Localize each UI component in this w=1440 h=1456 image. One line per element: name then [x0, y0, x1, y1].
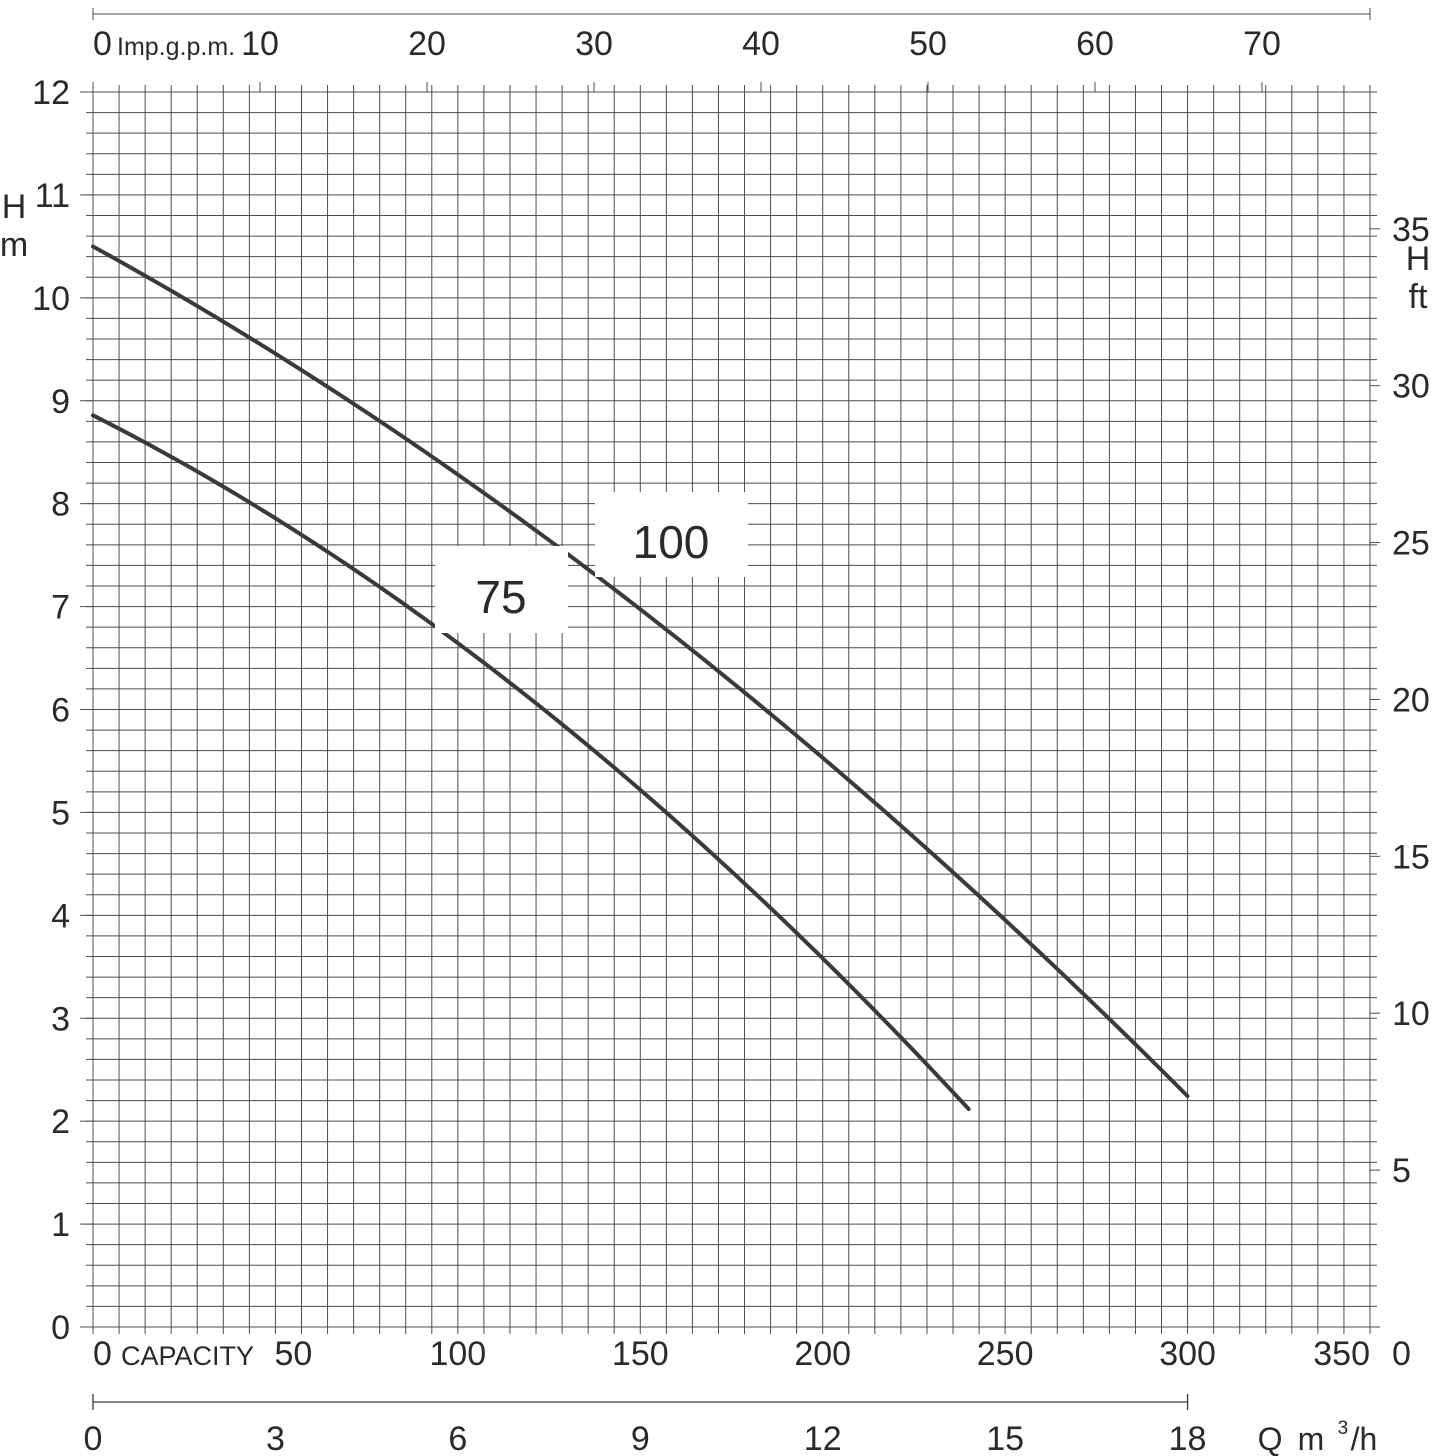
- svg-text:5: 5: [1392, 1152, 1411, 1190]
- svg-text:H: H: [1406, 240, 1431, 278]
- svg-text:70: 70: [1243, 25, 1281, 63]
- svg-text:150: 150: [612, 1335, 669, 1373]
- svg-text:15: 15: [1392, 838, 1430, 876]
- svg-text:15: 15: [986, 1420, 1024, 1456]
- svg-text:100: 100: [429, 1335, 486, 1373]
- svg-text:m: m: [1298, 1421, 1325, 1456]
- svg-text:50: 50: [275, 1335, 313, 1373]
- svg-text:Imp.g.p.m.: Imp.g.p.m.: [117, 33, 235, 61]
- svg-text:2: 2: [51, 1103, 70, 1141]
- svg-text:40: 40: [742, 25, 780, 63]
- svg-text:11: 11: [35, 177, 70, 215]
- svg-text:7: 7: [51, 589, 70, 627]
- svg-text:60: 60: [1076, 25, 1114, 63]
- svg-text:10: 10: [32, 280, 70, 318]
- svg-text:9: 9: [631, 1420, 650, 1456]
- svg-text:4: 4: [51, 897, 70, 935]
- svg-text:75: 75: [475, 571, 526, 623]
- svg-text:1: 1: [51, 1206, 70, 1244]
- svg-text:350: 350: [1313, 1335, 1370, 1373]
- svg-text:3: 3: [1338, 1418, 1349, 1439]
- svg-text:300: 300: [1159, 1335, 1216, 1373]
- svg-text:100: 100: [633, 516, 710, 568]
- svg-text:3: 3: [51, 1000, 70, 1038]
- svg-text:20: 20: [1392, 681, 1430, 719]
- svg-text:9: 9: [51, 383, 70, 421]
- svg-text:12: 12: [32, 74, 70, 112]
- svg-text:10: 10: [1392, 995, 1430, 1033]
- svg-text:0: 0: [93, 25, 112, 63]
- svg-text:0: 0: [1392, 1335, 1411, 1373]
- svg-text:30: 30: [1392, 368, 1430, 406]
- svg-text:/h: /h: [1351, 1421, 1378, 1456]
- svg-text:CAPACITY: CAPACITY: [121, 1341, 254, 1371]
- svg-text:Q: Q: [1258, 1421, 1283, 1456]
- svg-text:3: 3: [266, 1420, 285, 1456]
- svg-text:H: H: [2, 188, 27, 226]
- svg-text:18: 18: [1169, 1420, 1207, 1456]
- svg-text:6: 6: [448, 1420, 467, 1456]
- svg-text:20: 20: [408, 25, 446, 63]
- svg-text:10: 10: [241, 25, 279, 63]
- svg-text:0: 0: [93, 1335, 112, 1373]
- svg-text:25: 25: [1392, 525, 1430, 563]
- svg-text:6: 6: [51, 692, 70, 730]
- svg-text:250: 250: [977, 1335, 1034, 1373]
- svg-text:12: 12: [804, 1420, 842, 1456]
- svg-text:ft: ft: [1409, 278, 1428, 316]
- svg-text:0: 0: [84, 1420, 103, 1456]
- svg-text:8: 8: [51, 486, 70, 524]
- svg-text:200: 200: [794, 1335, 851, 1373]
- svg-text:50: 50: [909, 25, 947, 63]
- svg-text:5: 5: [51, 794, 70, 832]
- svg-text:0: 0: [51, 1309, 70, 1347]
- svg-text:30: 30: [575, 25, 613, 63]
- svg-text:m: m: [0, 226, 28, 264]
